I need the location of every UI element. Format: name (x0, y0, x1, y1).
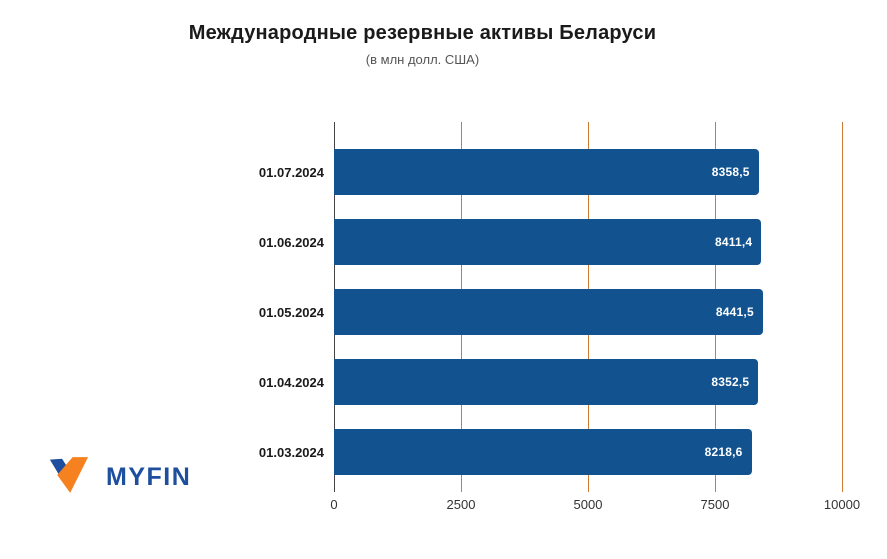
bar-value-label: 8218,6 (704, 445, 743, 459)
bar-row: 01.04.2024 8352,5 (259, 359, 842, 405)
category-label: 01.04.2024 (258, 374, 324, 390)
myfin-logo: MYFIN (45, 452, 191, 498)
category-label: 01.07.2024 (258, 164, 324, 180)
x-tick-label: 7500 (700, 497, 730, 512)
x-tick-label: 2500 (446, 497, 476, 512)
x-tick-label: 10000 (823, 497, 861, 512)
bar-value-label: 8411,4 (715, 235, 753, 249)
category-label: 01.05.2024 (258, 304, 324, 320)
chart-subtitle: (в млн долл. США) (365, 52, 480, 67)
myfin-logo-text: MYFIN (106, 462, 192, 491)
x-tick-label: 0 (330, 497, 338, 512)
bar: 8358,5 (334, 149, 759, 195)
bar: 8411,4 (334, 219, 762, 265)
bar-value-label: 8358,5 (711, 165, 750, 179)
category-label: 01.06.2024 (258, 234, 324, 250)
chart-header: Международные резервные активы Беларуси … (0, 22, 845, 67)
bar-row: 01.05.2024 8441,5 (259, 289, 842, 335)
x-tick-label: 5000 (573, 497, 603, 512)
bar-row: 01.03.2024 8218,6 (259, 429, 842, 475)
myfin-logo-icon (49, 457, 89, 493)
category-label: 01.03.2024 (258, 444, 324, 460)
bar-value-label: 8441,5 (715, 305, 754, 319)
bar-row: 01.07.2024 8358,5 (259, 149, 842, 195)
bar-row: 01.06.2024 8411,4 (259, 219, 842, 265)
plot-area: 01.07.2024 8358,5 01.06.2024 8411,4 01.05.20… (259, 122, 843, 492)
bar: 8218,6 (334, 429, 752, 475)
chart-title: Международные резервные активы Беларуси (188, 22, 657, 44)
gridline (842, 122, 843, 492)
bar: 8352,5 (334, 359, 759, 405)
x-axis: 0 2500 5000 7500 10000 (330, 497, 860, 513)
bar: 8441,5 (334, 289, 763, 335)
bar-value-label: 8352,5 (711, 375, 750, 389)
